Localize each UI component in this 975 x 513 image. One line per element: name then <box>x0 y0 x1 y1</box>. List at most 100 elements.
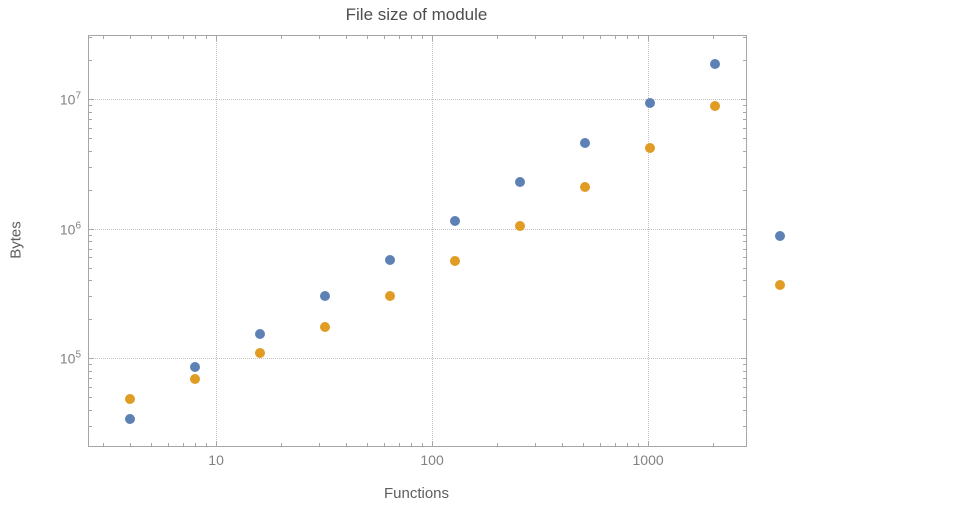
x-minor-tick <box>614 443 616 446</box>
data-point-series-2-orange <box>320 321 331 332</box>
y-minor-tick <box>743 37 746 39</box>
y-minor-tick <box>743 248 746 250</box>
x-major-tick <box>432 441 434 446</box>
data-point-series-1-blue <box>450 215 461 226</box>
x-minor-tick <box>168 443 170 446</box>
y-minor-tick <box>89 319 92 321</box>
data-point-series-2-orange <box>125 394 136 405</box>
y-minor-tick <box>89 105 92 107</box>
x-minor-tick <box>151 443 153 446</box>
x-major-tick <box>648 441 650 446</box>
y-minor-tick <box>89 409 92 411</box>
x-minor-tick <box>195 443 197 446</box>
y-minor-tick <box>89 150 92 152</box>
y-minor-tick <box>89 234 92 236</box>
x-minor-tick <box>319 443 321 446</box>
y-tick-label: 106 <box>59 220 81 237</box>
data-point-series-2-orange <box>450 256 461 267</box>
data-point-series-1-blue <box>255 328 266 339</box>
data-point-series-1-blue <box>710 59 721 70</box>
x-tick-label: 100 <box>420 452 444 468</box>
data-point-series-1-blue <box>385 255 396 266</box>
x-axis-label: Functions <box>383 485 450 502</box>
x-minor-tick <box>103 36 105 39</box>
data-point-series-2-orange <box>255 347 266 358</box>
data-point-series-1-blue <box>775 231 786 242</box>
y-major-tick <box>741 228 746 230</box>
y-minor-tick <box>89 37 92 39</box>
y-minor-tick <box>743 267 746 269</box>
x-minor-tick <box>535 443 537 446</box>
y-minor-tick <box>743 364 746 366</box>
data-point-series-1-blue <box>580 137 591 148</box>
x-gridline <box>432 36 434 446</box>
x-minor-tick <box>600 443 602 446</box>
x-major-tick <box>432 36 434 41</box>
y-major-tick <box>89 99 94 101</box>
y-minor-tick <box>89 127 92 129</box>
x-minor-tick <box>535 36 537 39</box>
x-minor-tick <box>497 36 499 39</box>
x-minor-tick <box>367 36 369 39</box>
y-minor-tick <box>743 296 746 298</box>
y-minor-tick <box>743 257 746 259</box>
y-minor-tick <box>743 119 746 121</box>
x-minor-tick <box>384 36 386 39</box>
x-minor-tick <box>206 36 208 39</box>
x-major-tick <box>216 441 218 446</box>
y-gridline <box>89 228 746 230</box>
x-tick-label: 10 <box>208 452 224 468</box>
y-minor-tick <box>89 267 92 269</box>
data-point-series-2-orange <box>775 279 786 290</box>
y-minor-tick <box>89 370 92 372</box>
y-minor-tick <box>743 166 746 168</box>
y-minor-tick <box>743 280 746 282</box>
data-point-series-1-blue <box>320 291 331 302</box>
y-minor-tick <box>743 150 746 152</box>
x-minor-tick <box>411 36 413 39</box>
y-minor-tick <box>743 378 746 380</box>
x-minor-tick <box>103 443 105 446</box>
y-tick-label: 107 <box>59 90 81 108</box>
y-minor-tick <box>89 166 92 168</box>
x-major-tick <box>648 36 650 41</box>
x-minor-tick <box>130 36 132 39</box>
data-point-series-2-orange <box>190 374 201 385</box>
x-minor-tick <box>638 36 640 39</box>
y-major-tick <box>89 358 94 360</box>
data-point-series-2-orange <box>385 291 396 302</box>
x-minor-tick <box>281 443 283 446</box>
x-minor-tick <box>713 443 715 446</box>
data-point-series-1-blue <box>515 176 526 187</box>
x-minor-tick <box>713 36 715 39</box>
x-minor-tick <box>319 36 321 39</box>
y-gridline <box>89 358 746 360</box>
x-minor-tick <box>367 443 369 446</box>
y-minor-tick <box>89 257 92 259</box>
y-minor-tick <box>89 241 92 243</box>
y-minor-tick <box>743 425 746 427</box>
x-minor-tick <box>600 36 602 39</box>
x-minor-tick <box>182 443 184 446</box>
chart-title: File size of module <box>345 5 488 24</box>
x-gridline <box>648 36 650 446</box>
y-minor-tick <box>89 386 92 388</box>
x-major-tick <box>216 36 218 41</box>
y-minor-tick <box>743 127 746 129</box>
data-point-series-2-orange <box>580 181 591 192</box>
x-minor-tick <box>422 443 424 446</box>
y-major-tick <box>89 228 94 230</box>
y-gridline <box>89 99 746 101</box>
x-minor-tick <box>168 36 170 39</box>
y-tick-label: 105 <box>59 349 81 367</box>
y-major-tick <box>741 99 746 101</box>
y-minor-tick <box>89 248 92 250</box>
x-minor-tick <box>130 443 132 446</box>
x-minor-tick <box>627 36 629 39</box>
data-point-series-2-orange <box>710 101 721 112</box>
x-tick-label: 1000 <box>632 452 664 468</box>
y-minor-tick <box>743 105 746 107</box>
y-minor-tick <box>743 386 746 388</box>
y-minor-tick <box>743 241 746 243</box>
